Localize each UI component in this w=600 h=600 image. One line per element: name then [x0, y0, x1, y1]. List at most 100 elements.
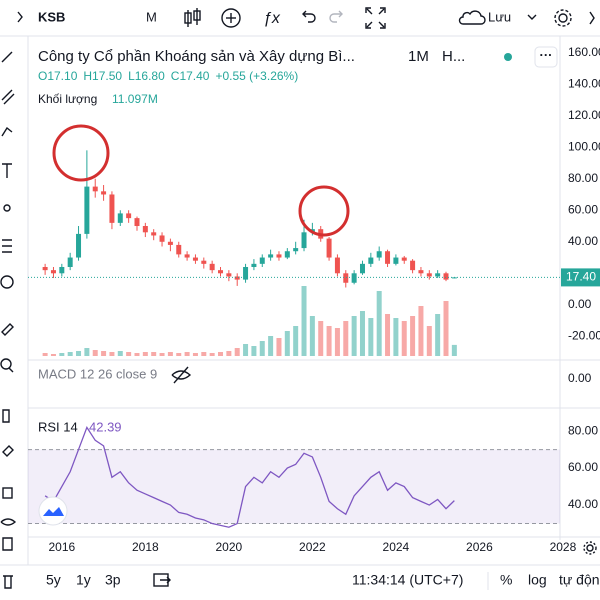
candle-body [418, 270, 424, 274]
volume-bar [251, 346, 257, 356]
volume-bar [142, 352, 148, 356]
range-button[interactable]: 1y [76, 572, 91, 588]
volume-bar [50, 354, 56, 356]
interval-button[interactable]: M [146, 9, 157, 24]
scale-option[interactable]: log [528, 572, 547, 588]
symbol[interactable]: KSB [38, 9, 65, 24]
hide-icon[interactable] [171, 366, 192, 384]
range-button[interactable]: 3p [105, 572, 121, 588]
volume-bar [201, 352, 207, 356]
time-tick-label: 2016 [48, 540, 75, 554]
chart-type-icon[interactable] [184, 8, 201, 27]
indicator-add-icon[interactable] [221, 8, 241, 28]
save-button[interactable]: Lưu [488, 9, 511, 24]
volume-bar [268, 336, 274, 356]
candle-body [109, 194, 115, 223]
drawing-tools[interactable] [0, 51, 17, 589]
candle-body [326, 238, 332, 258]
candle-body [84, 186, 90, 234]
candle-body [134, 218, 140, 227]
price-tick-label: -20.00 [568, 329, 600, 343]
volume-bar [401, 321, 407, 356]
rsi-tick-label: 80.00 [568, 423, 598, 437]
toolbar-toggle[interactable] [17, 11, 23, 23]
candle-body [142, 226, 148, 233]
volume-bar [443, 301, 449, 356]
volume-bar [167, 352, 173, 356]
volume-value: 11.097M [112, 92, 158, 106]
candle-body [234, 276, 240, 280]
volume-bar [243, 344, 249, 356]
volume-bar [376, 291, 382, 356]
candle-body [401, 257, 407, 261]
time-tick-label: 2022 [299, 540, 326, 554]
volume-bar [209, 353, 215, 356]
header-exchange: H... [442, 48, 465, 65]
candle-body [226, 273, 232, 277]
candle-body [101, 191, 107, 195]
rsi-tick-label: 60.00 [568, 460, 598, 474]
redo-icon[interactable] [329, 10, 343, 23]
candle-body [259, 257, 265, 264]
volume-bar [426, 326, 432, 356]
volume-bar [293, 326, 299, 356]
fullscreen-icon[interactable] [365, 7, 386, 29]
panel-toggle[interactable] [589, 11, 595, 25]
last-price-label: 17.40 [566, 270, 596, 284]
volume-bar [151, 352, 157, 356]
candle-body [176, 244, 182, 255]
ohlc-legend: O17.10 H17.50 L16.80 C17.40 +0.55 (+3.26%) [38, 69, 298, 83]
volume-bar [67, 352, 73, 356]
macd-tick-label: 0.00 [568, 371, 592, 385]
macd-label: MACD 12 26 close 9 [38, 366, 157, 381]
volume-bar [435, 314, 441, 356]
settings-icon[interactable] [554, 9, 572, 27]
candle-body [293, 248, 299, 252]
candle-body [42, 266, 48, 271]
rsi-value: 42.39 [89, 419, 122, 434]
candle-body [351, 273, 357, 283]
volume-bar [418, 306, 424, 356]
volume-bar [301, 286, 307, 356]
volume-bar [76, 351, 82, 356]
volume-bar [385, 314, 391, 356]
candle-body [443, 273, 449, 280]
save-menu-arrow[interactable] [527, 14, 537, 20]
volume-bar [109, 352, 115, 356]
volume-bar [176, 353, 182, 356]
rsi-line [44, 425, 455, 528]
price-tick-label: 140.00 [568, 76, 600, 90]
volume-bar [343, 321, 349, 356]
candle-body [301, 232, 307, 249]
candle-body [334, 257, 340, 274]
scale-option[interactable]: tự động [559, 572, 600, 588]
plot-area: 160.00 140.00 120.00 100.00 80.00 60.00 40.00 0… [28, 45, 600, 554]
candle-body [50, 270, 56, 274]
candle-body [92, 186, 98, 192]
fx-icon[interactable]: ƒx [263, 10, 281, 27]
axis-settings-icon[interactable] [583, 541, 597, 555]
ohlc-value: H17.50 [83, 69, 122, 83]
time-tick-label: 2020 [216, 540, 243, 554]
candle-body [67, 257, 73, 267]
price-tick-label: 0.00 [568, 297, 592, 311]
range-button[interactable]: 5y [46, 572, 61, 588]
goto-date-icon[interactable] [153, 573, 171, 587]
price-tick-label: 120.00 [568, 108, 600, 122]
price-tick-label: 40.00 [568, 234, 598, 248]
cloud-icon [458, 10, 486, 25]
volume-bar [410, 316, 416, 356]
more-dots[interactable]: ··· [540, 47, 553, 62]
rsi-band [28, 449, 560, 524]
price-tick-label: 160.00 [568, 45, 600, 59]
volume-bar [84, 348, 90, 356]
candle-body [126, 213, 132, 219]
rsi-tick-label: 40.00 [568, 497, 598, 511]
scale-option[interactable]: % [500, 572, 512, 588]
highlight-circle [52, 124, 110, 182]
market-status [504, 53, 512, 61]
volume-bar [318, 321, 324, 356]
more-button[interactable] [534, 46, 558, 68]
undo-icon[interactable] [302, 10, 316, 23]
